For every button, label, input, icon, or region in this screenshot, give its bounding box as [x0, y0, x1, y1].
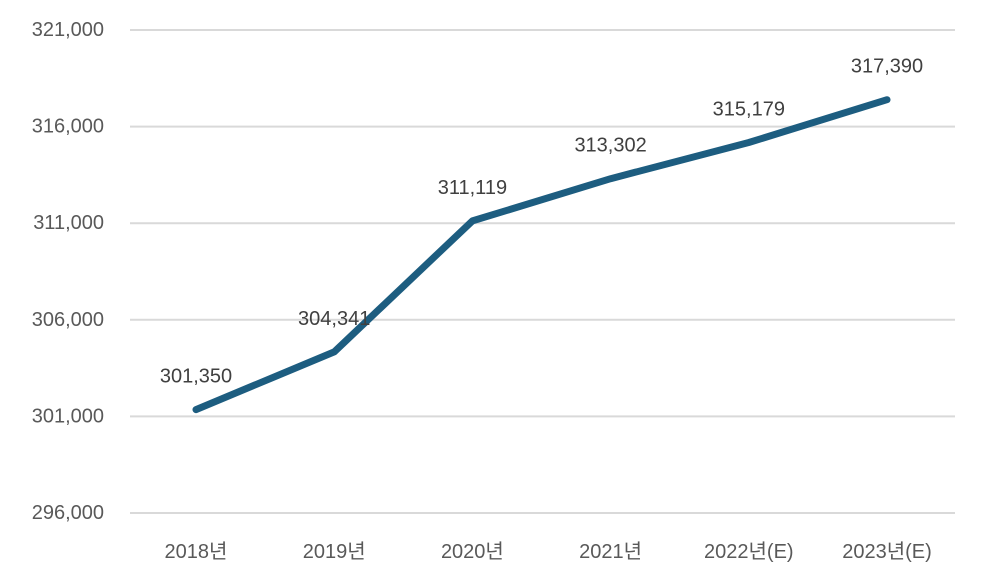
- series-line: [192, 96, 891, 414]
- data-label: 304,341: [298, 308, 370, 330]
- data-label: 317,390: [851, 56, 923, 78]
- data-label: 315,179: [713, 98, 785, 120]
- x-axis-tick-label: 2023년(E): [842, 540, 932, 563]
- data-label: 313,302: [574, 135, 646, 157]
- x-axis-tick-label: 2022년(E): [704, 540, 794, 563]
- y-axis-tick-label: 316,000: [32, 116, 104, 138]
- data-label: 301,350: [160, 366, 232, 388]
- y-axis-tick-label: 296,000: [32, 502, 104, 524]
- y-axis-tick-label: 306,000: [32, 309, 104, 331]
- x-axis-tick-label: 2018년: [165, 540, 228, 563]
- y-axis-tick-label: 321,000: [32, 19, 104, 41]
- y-axis-tick-label: 311,000: [33, 212, 104, 234]
- y-axis-tick-label: 301,000: [32, 405, 104, 427]
- data-label: 311,119: [438, 177, 507, 199]
- x-axis-tick-label: 2020년: [441, 540, 504, 563]
- x-axis-tick-label: 2019년: [303, 540, 366, 563]
- x-axis-tick-label: 2021년: [579, 540, 642, 563]
